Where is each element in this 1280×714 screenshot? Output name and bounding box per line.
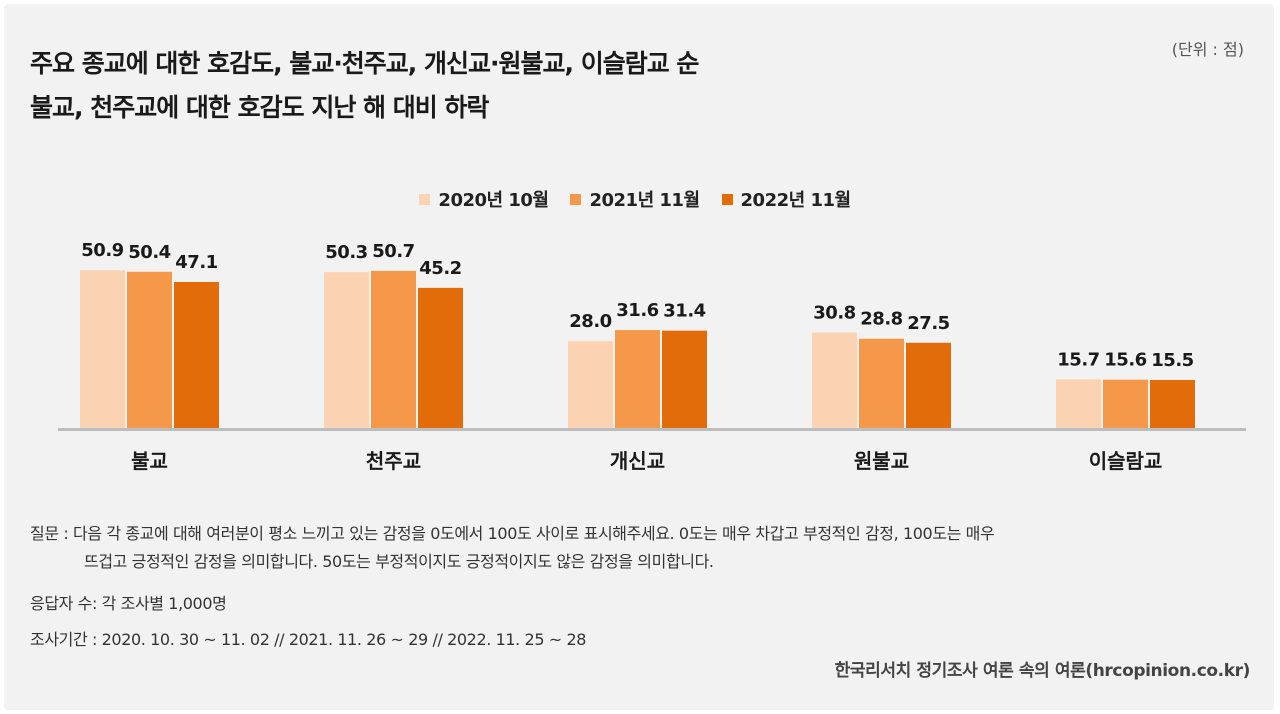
bar-islam-2021 (1103, 379, 1148, 428)
chart-title: 주요 종교에 대한 호감도, 불교·천주교, 개신교·원불교, 이슬람교 순 (30, 49, 699, 78)
bar-won-buddhism-2021 (859, 338, 904, 428)
bar-buddhism-2022 (174, 281, 219, 428)
legend-swatch-2020 (419, 193, 431, 205)
legend-label-2020: 2020년 10월 (438, 190, 549, 211)
legend: 2020년 10월 2021년 11월 2022년 11월 (0, 186, 1270, 212)
data-label-protestantism-2022: 31.4 (663, 301, 705, 322)
legend-swatch-2022 (721, 193, 733, 205)
legend-label-2022: 2022년 11월 (740, 190, 852, 211)
data-label-buddhism-2021: 50.4 (128, 242, 170, 263)
period-note: 조사기간 : 2020. 10. 30 ~ 11. 02 // 2021. 11… (30, 630, 587, 649)
data-label-won-buddhism-2022: 27.5 (907, 313, 949, 334)
data-label-protestantism-2020: 28.0 (569, 311, 611, 332)
bar-buddhism-2021 (127, 271, 172, 428)
chart-subtitle: 불교, 천주교에 대한 호감도 지난 해 대비 하락 (30, 93, 489, 122)
data-label-protestantism-2021: 31.6 (616, 300, 658, 321)
category-label-buddhism: 불교 (131, 449, 168, 473)
bar-islam-2020 (1056, 379, 1101, 428)
legend-item-2022: 2022년 11월 (721, 186, 852, 212)
legend-item-2021: 2021년 11월 (570, 186, 700, 212)
data-label-islam-2020: 15.7 (1057, 349, 1099, 370)
bar-catholicism-2022 (418, 287, 463, 428)
unit-label: (단위 : 점) (1171, 40, 1244, 59)
x-axis-line (58, 428, 1246, 431)
data-label-catholicism-2020: 50.3 (325, 242, 367, 263)
bar-buddhism-2020 (80, 270, 125, 428)
bar-islam-2022 (1150, 379, 1195, 428)
bar-protestantism-2020 (568, 341, 613, 428)
bar-protestantism-2022 (662, 330, 707, 428)
data-label-won-buddhism-2020: 30.8 (813, 303, 855, 324)
respondents-note: 응답자 수: 각 조사별 1,000명 (30, 594, 227, 613)
legend-item-2020: 2020년 10월 (419, 186, 549, 212)
bar-catholicism-2020 (324, 272, 369, 428)
question-note-line1: 질문 : 다음 각 종교에 대해 여러분이 평소 느끼고 있는 감정을 0도에서… (30, 524, 995, 543)
data-label-islam-2022: 15.5 (1151, 350, 1193, 371)
question-note-line2: 뜨겁고 긍정적인 감정을 의미합니다. 50도는 부정적이지도 긍정적이지도 않… (84, 552, 714, 571)
bar-won-buddhism-2022 (906, 342, 951, 428)
data-label-buddhism-2020: 50.9 (81, 240, 123, 261)
data-label-buddhism-2022: 47.1 (175, 252, 217, 273)
bar-catholicism-2021 (371, 270, 416, 428)
bar-protestantism-2021 (615, 330, 660, 428)
legend-label-2021: 2021년 11월 (589, 190, 700, 211)
category-label-won-buddhism: 원불교 (854, 449, 909, 473)
data-label-won-buddhism-2021: 28.8 (860, 309, 902, 330)
data-label-catholicism-2021: 50.7 (372, 241, 414, 262)
source-credit: 한국리서치 정기조사 여론 속의 여론(hrcopinion.co.kr) (834, 661, 1251, 681)
category-label-catholicism: 천주교 (366, 449, 421, 473)
data-label-catholicism-2022: 45.2 (419, 258, 461, 279)
category-label-islam: 이슬람교 (1089, 449, 1163, 473)
category-label-protestantism: 개신교 (610, 449, 665, 473)
data-label-islam-2021: 15.6 (1104, 350, 1146, 371)
legend-swatch-2021 (570, 193, 582, 205)
bar-won-buddhism-2020 (812, 332, 857, 428)
